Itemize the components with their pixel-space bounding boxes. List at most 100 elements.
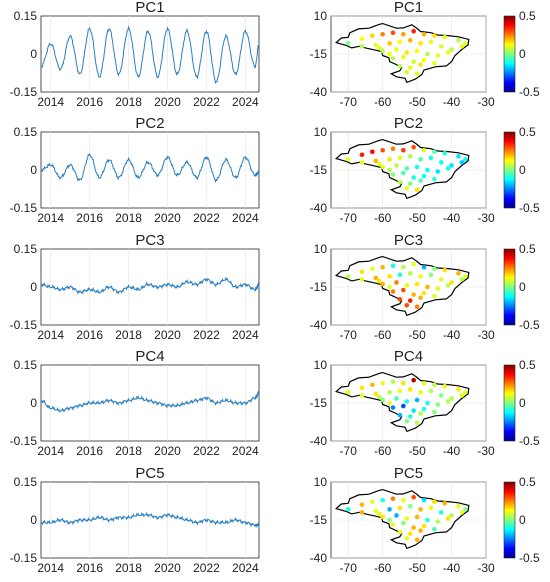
y-tick-label: -0.15 — [10, 318, 38, 332]
station-point — [401, 287, 406, 293]
station-point — [442, 383, 447, 389]
x-tick-label: -70 — [340, 561, 358, 575]
timeseries-panel-2: PC2 2014 2016 2018 2020 2022 2024 0.15 0 -0.15 — [10, 115, 260, 225]
y-tick-label: 0 — [30, 513, 37, 527]
station-point — [390, 289, 396, 294]
station-point — [387, 517, 392, 523]
station-point — [394, 513, 399, 518]
x-tick-label: 2024 — [232, 444, 259, 458]
station-point — [459, 44, 465, 49]
station-point — [411, 261, 416, 267]
station-point — [359, 393, 365, 398]
x-tick-label: 2014 — [37, 95, 64, 109]
station-point — [449, 163, 454, 168]
station-point — [394, 163, 399, 168]
station-point — [390, 522, 396, 527]
station-point — [414, 187, 420, 193]
station-point — [407, 414, 413, 419]
y-tick-label: -40 — [310, 318, 328, 332]
x-tick-label: 2020 — [154, 328, 181, 342]
station-point — [411, 59, 416, 64]
station-point — [442, 150, 447, 156]
station-point — [421, 147, 427, 153]
station-point — [407, 531, 413, 536]
x-tick-label: -70 — [340, 444, 358, 458]
x-tick-label: -60 — [374, 211, 392, 225]
station-point — [401, 170, 406, 176]
plot-frame — [40, 248, 260, 326]
station-point — [387, 157, 392, 162]
station-point — [428, 505, 434, 511]
station-point — [387, 284, 392, 290]
x-tick-label: -30 — [477, 444, 495, 458]
timeseries-panel-3: PC3 2014 2016 2018 2020 2022 2024 0.15 0 -0.15 — [10, 232, 260, 342]
station-point — [401, 31, 406, 37]
panel-title: PC1 — [135, 0, 164, 16]
station-point — [432, 33, 437, 39]
y-tick-label: 10 — [314, 358, 328, 372]
station-point — [404, 516, 410, 521]
station-point — [428, 39, 434, 45]
panel-title: PC4 — [135, 348, 164, 365]
station-point — [390, 379, 396, 385]
station-point — [456, 504, 461, 509]
y-tick-label: 0.15 — [14, 475, 38, 489]
station-point — [387, 274, 392, 279]
y-tick-label: -0.15 — [10, 201, 38, 215]
station-point — [345, 157, 351, 162]
station-point — [411, 175, 416, 180]
station-point — [418, 390, 423, 395]
x-tick-label: 2016 — [76, 444, 103, 458]
x-tick-label: 2024 — [232, 328, 259, 342]
x-tick-label: 2022 — [193, 561, 220, 575]
station-point — [411, 292, 416, 297]
station-point — [387, 390, 392, 395]
x-tick-label: -60 — [374, 561, 392, 575]
station-point — [390, 146, 396, 152]
station-point — [425, 284, 430, 290]
station-point — [376, 278, 382, 284]
map-panel-4: PC4 -70 -60 -50 -40 -30 10 -15 -40 0.5 0 -0.5 — [310, 348, 540, 458]
x-tick-label: -40 — [443, 211, 461, 225]
station-point — [397, 412, 403, 418]
colorbar-tick-label: 0 — [519, 280, 526, 294]
x-tick-label: 2016 — [76, 561, 103, 575]
station-point — [421, 31, 427, 37]
y-tick-label: 0.15 — [14, 125, 38, 139]
x-tick-label: 2022 — [193, 444, 220, 458]
station-point — [418, 274, 423, 279]
y-tick-label: 10 — [314, 475, 328, 489]
map-panel-1: PC1 -70 -60 -50 -40 -30 10 -15 -40 0.5 0 -0.5 — [310, 0, 540, 109]
station-point — [380, 48, 385, 54]
station-point — [425, 51, 430, 57]
x-tick-label: 2016 — [76, 328, 103, 342]
station-point — [414, 164, 420, 170]
brazil-outline — [334, 138, 470, 200]
series-line-pc3 — [40, 276, 260, 295]
panel-title: PC3 — [394, 232, 423, 249]
station-point — [345, 507, 351, 512]
station-point — [407, 38, 413, 43]
station-point — [387, 167, 392, 173]
x-tick-label: -50 — [408, 444, 426, 458]
station-point — [418, 295, 423, 300]
station-point — [390, 56, 396, 61]
series-line-pc2 — [40, 153, 260, 183]
station-point — [463, 274, 468, 279]
station-point — [407, 504, 413, 509]
station-point — [404, 50, 410, 55]
brazil-outline — [334, 488, 470, 550]
station-point — [445, 283, 451, 288]
y-tick-label: -0.15 — [10, 551, 38, 565]
station-point — [345, 274, 351, 279]
station-point — [359, 152, 365, 158]
station-point — [390, 263, 396, 269]
station-point — [438, 510, 444, 515]
y-tick-label: 0.15 — [14, 358, 38, 372]
station-point — [401, 497, 406, 503]
station-point — [418, 157, 423, 162]
station-point — [404, 399, 410, 404]
station-point — [376, 161, 382, 167]
series-line-pc5 — [40, 511, 260, 528]
station-point — [404, 185, 410, 191]
